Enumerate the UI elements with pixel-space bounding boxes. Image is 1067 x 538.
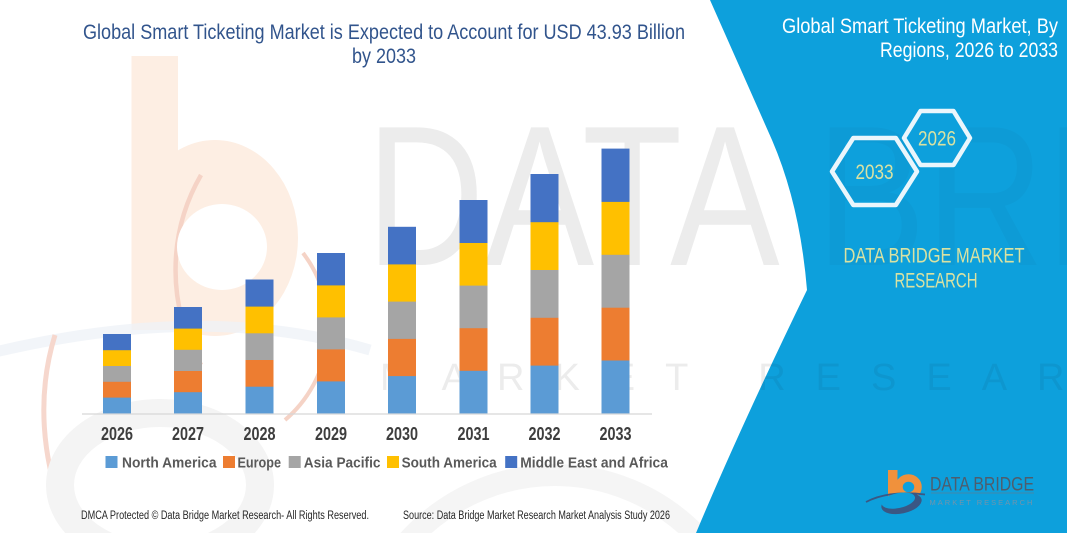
svg-text:North America: North America <box>122 455 217 472</box>
svg-text:by 2033: by 2033 <box>352 44 416 68</box>
svg-text:DATA BRIDGE MARKET: DATA BRIDGE MARKET <box>844 245 1025 268</box>
svg-text:2032: 2032 <box>529 424 561 444</box>
svg-text:Asia Pacific: Asia Pacific <box>304 455 381 472</box>
svg-text:2026: 2026 <box>101 424 133 444</box>
svg-text:Middle East and Africa: Middle East and Africa <box>520 455 668 472</box>
svg-text:MARKET RESEARCH: MARKET RESEARCH <box>930 498 1035 507</box>
svg-text:2033: 2033 <box>600 424 632 444</box>
svg-text:Regions, 2026 to 2033: Regions, 2026 to 2033 <box>880 38 1058 62</box>
svg-text:2031: 2031 <box>458 424 490 444</box>
svg-text:Global Smart Ticketing Market,: Global Smart Ticketing Market, By <box>782 14 1058 38</box>
svg-text:RESEARCH: RESEARCH <box>895 270 978 293</box>
svg-text:2028: 2028 <box>244 424 276 444</box>
svg-text:DATA BRIDGE: DATA BRIDGE <box>930 475 1034 496</box>
svg-text:2033: 2033 <box>856 161 894 184</box>
svg-text:2029: 2029 <box>315 424 347 444</box>
svg-text:Global Smart Ticketing Market: Global Smart Ticketing Market is Expecte… <box>83 20 685 44</box>
svg-text:2027: 2027 <box>172 424 204 444</box>
svg-text:Source: Data Bridge Market Res: Source: Data Bridge Market Research Mark… <box>403 510 670 522</box>
svg-text:Europe: Europe <box>238 455 282 472</box>
svg-text:South America: South America <box>402 455 498 472</box>
svg-text:DMCA Protected © Data Bridge M: DMCA Protected © Data Bridge Market Rese… <box>81 510 369 522</box>
svg-text:2026: 2026 <box>918 128 956 151</box>
svg-text:2030: 2030 <box>386 424 418 444</box>
